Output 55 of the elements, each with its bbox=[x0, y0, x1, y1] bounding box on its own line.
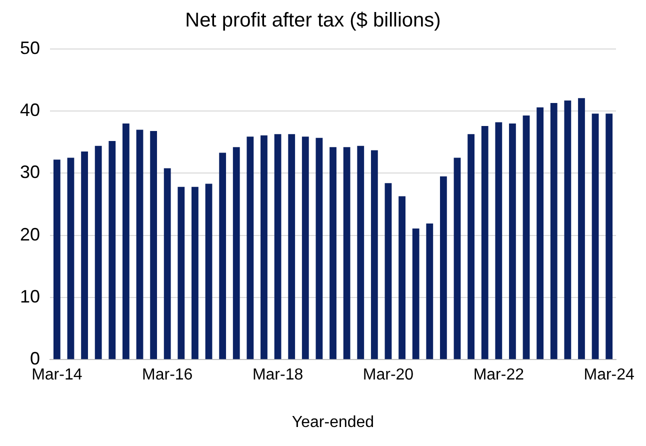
bar bbox=[578, 98, 585, 360]
bar bbox=[302, 136, 309, 360]
x-tick-label: Mar-20 bbox=[362, 366, 414, 384]
x-tick-label: Mar-22 bbox=[473, 366, 524, 384]
bar bbox=[67, 158, 74, 360]
bar bbox=[509, 124, 516, 360]
y-tick-label: 10 bbox=[20, 286, 40, 306]
bar bbox=[468, 134, 475, 360]
bar bbox=[536, 107, 544, 360]
bar bbox=[219, 152, 226, 360]
y-tick-label: 40 bbox=[20, 100, 40, 120]
bar bbox=[288, 134, 296, 360]
bar bbox=[232, 147, 240, 360]
bar bbox=[522, 115, 530, 360]
bar bbox=[164, 168, 171, 360]
bar bbox=[357, 146, 364, 360]
bar bbox=[606, 114, 613, 360]
bar bbox=[495, 122, 502, 360]
bar bbox=[343, 147, 350, 360]
bar bbox=[205, 184, 212, 360]
bar bbox=[330, 147, 336, 360]
bar bbox=[122, 124, 130, 360]
bar bbox=[178, 186, 185, 360]
bar bbox=[136, 130, 144, 360]
bar bbox=[94, 146, 102, 360]
bar bbox=[108, 140, 116, 360]
x-tick-label: Mar-16 bbox=[142, 366, 193, 384]
bar bbox=[260, 135, 268, 360]
bar bbox=[246, 136, 254, 360]
bar bbox=[192, 186, 198, 360]
bar bbox=[53, 160, 60, 360]
bar bbox=[150, 131, 158, 360]
y-tick-label: 0 bbox=[30, 348, 40, 369]
bar bbox=[454, 158, 461, 360]
x-tick-label: Mar-14 bbox=[32, 366, 82, 384]
bar bbox=[592, 114, 599, 360]
bar bbox=[370, 150, 378, 360]
bar bbox=[550, 103, 558, 360]
bar bbox=[274, 134, 282, 360]
bar bbox=[426, 224, 434, 360]
y-tick-label: 30 bbox=[20, 162, 40, 182]
x-axis-title: Year-ended bbox=[292, 414, 374, 431]
bar bbox=[384, 183, 392, 360]
y-tick-label: 20 bbox=[20, 224, 40, 244]
bar bbox=[81, 152, 88, 360]
bar bbox=[398, 196, 406, 360]
x-tick-label: Mar-18 bbox=[252, 366, 304, 384]
bar bbox=[481, 126, 488, 360]
x-tick-label: Mar-24 bbox=[584, 366, 635, 384]
bar bbox=[564, 100, 572, 360]
y-tick-label: 50 bbox=[20, 38, 40, 58]
bar bbox=[412, 228, 420, 360]
chart-title: Net profit after tax ($ billions) bbox=[185, 10, 441, 32]
bar bbox=[440, 176, 447, 360]
bar bbox=[316, 138, 323, 360]
